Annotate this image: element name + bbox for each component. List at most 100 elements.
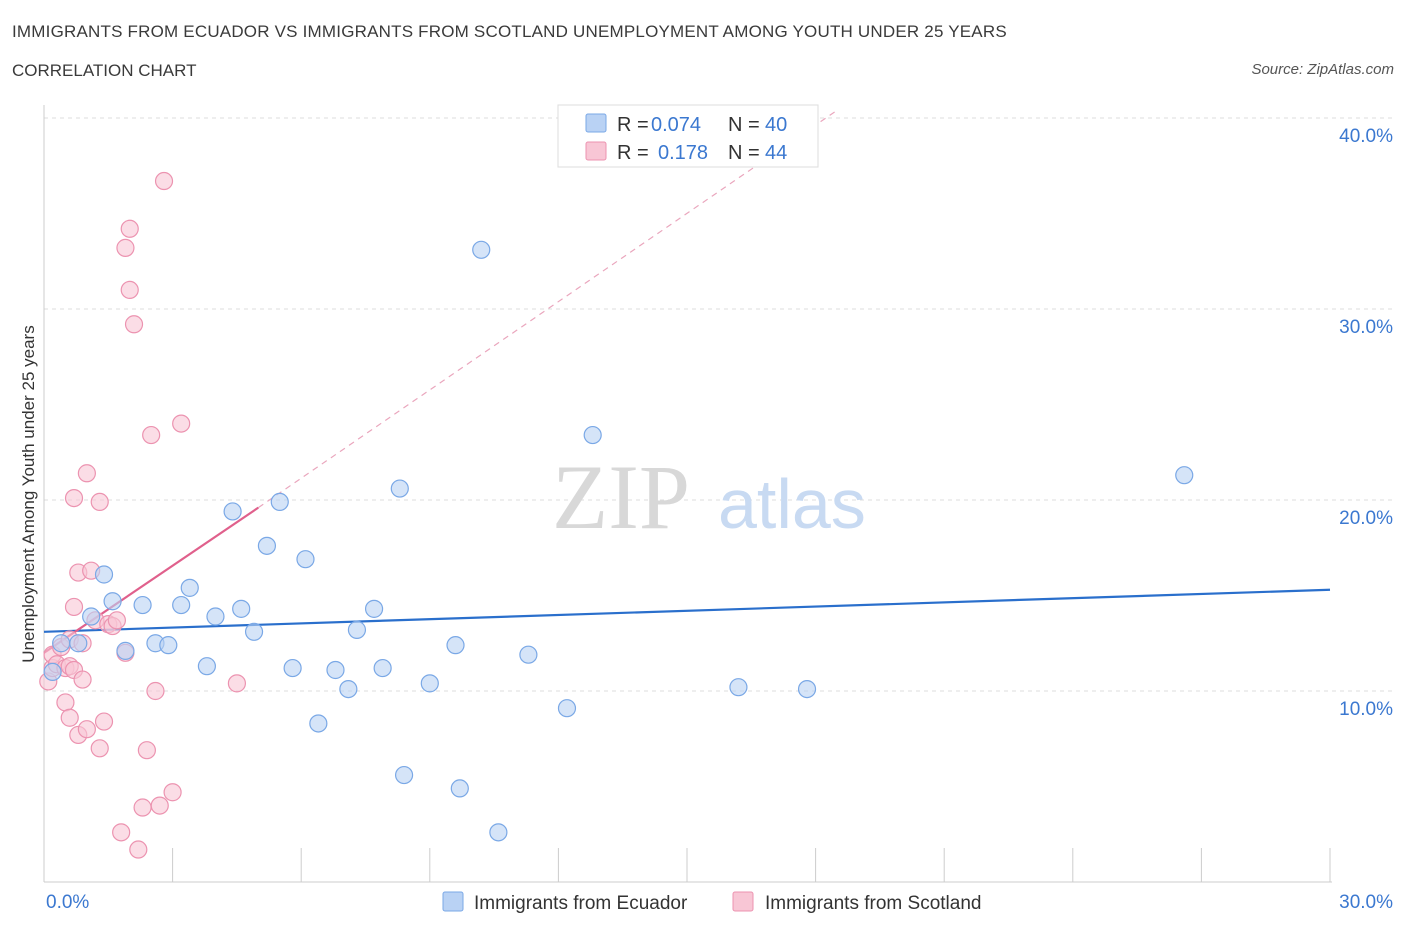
point-ecuador-2 xyxy=(69,634,88,653)
stats-legend: R = 0.074 N = 40 R = 0.178 N = 44 xyxy=(557,104,819,168)
legend-swatch-ecuador xyxy=(442,891,464,912)
point-ecuador-4 xyxy=(94,565,114,584)
point-ecuador-22 xyxy=(326,660,345,680)
point-ecuador-12 xyxy=(197,657,216,676)
point-scotland-27 xyxy=(112,823,131,842)
y-tick-label-30: 30.0% xyxy=(1339,317,1393,338)
chart-title: IMMIGRANTS FROM ECUADOR VS IMMIGRANTS FR… xyxy=(12,22,1007,41)
point-ecuador-5 xyxy=(103,592,122,611)
point-scotland-40 xyxy=(163,783,182,802)
watermark-atlas: atlas xyxy=(718,465,866,543)
point-ecuador-35 xyxy=(557,699,577,718)
point-ecuador-39 xyxy=(1175,466,1194,485)
point-ecuador-1 xyxy=(52,634,71,653)
stats-r-value-scotland: 0.178 xyxy=(658,142,708,164)
stats-r-value-ecuador: 0.074 xyxy=(651,114,701,136)
stats-n-label-scotland: N = xyxy=(728,142,760,164)
point-scotland-26 xyxy=(107,611,126,630)
point-scotland-32 xyxy=(124,315,144,334)
point-ecuador-32 xyxy=(472,240,491,259)
point-ecuador-36 xyxy=(583,425,602,445)
x-tick-label-max: 30.0% xyxy=(1339,892,1393,913)
point-scotland-18 xyxy=(77,720,96,739)
y-tick-label-10: 10.0% xyxy=(1339,699,1393,720)
point-ecuador-33 xyxy=(489,823,508,842)
point-scotland-23 xyxy=(94,712,114,731)
legend-label-scotland: Immigrants from Scotland xyxy=(765,893,981,914)
stats-r-label-scotland: R = xyxy=(617,142,649,164)
point-scotland-37 xyxy=(146,681,165,701)
point-scotland-17 xyxy=(77,464,96,483)
point-ecuador-16 xyxy=(244,622,264,641)
point-ecuador-30 xyxy=(446,636,465,655)
scatter-points xyxy=(39,171,1194,859)
point-scotland-33 xyxy=(129,840,148,859)
point-ecuador-31 xyxy=(450,779,469,798)
point-ecuador-34 xyxy=(519,645,538,664)
stats-n-value-ecuador: 40 xyxy=(765,114,787,136)
point-scotland-41 xyxy=(172,414,191,433)
stats-n-value-scotland: 44 xyxy=(765,142,787,164)
point-ecuador-0 xyxy=(43,662,62,682)
point-scotland-34 xyxy=(133,798,152,817)
point-ecuador-15 xyxy=(232,599,251,618)
watermark-zip: ZIP xyxy=(552,446,690,548)
series-legend: Immigrants from Ecuador Immigrants from … xyxy=(442,891,981,914)
point-ecuador-27 xyxy=(390,479,409,498)
point-scotland-30 xyxy=(120,280,139,299)
point-scotland-22 xyxy=(90,739,109,758)
point-ecuador-17 xyxy=(257,536,277,555)
point-ecuador-18 xyxy=(270,492,289,512)
y-tick-label-40: 40.0% xyxy=(1339,126,1393,147)
point-scotland-29 xyxy=(116,238,135,257)
point-ecuador-10 xyxy=(172,595,191,615)
point-scotland-35 xyxy=(137,741,156,760)
point-ecuador-7 xyxy=(133,595,152,615)
point-ecuador-37 xyxy=(729,678,748,697)
y-axis-label: Unemployment Among Youth under 25 years xyxy=(19,325,38,662)
point-ecuador-19 xyxy=(283,658,302,678)
point-scotland-6 xyxy=(56,693,75,712)
point-ecuador-21 xyxy=(309,714,328,733)
chart-source: Source: ZipAtlas.com xyxy=(1251,61,1394,78)
point-ecuador-6 xyxy=(116,641,135,660)
point-scotland-10 xyxy=(64,597,84,617)
point-scotland-9 xyxy=(60,708,79,727)
trend-line-scotland xyxy=(43,506,259,654)
y-tick-label-20: 20.0% xyxy=(1339,508,1393,529)
legend-swatch-scotland xyxy=(732,891,754,912)
stats-r-label-ecuador: R = xyxy=(617,114,649,136)
point-ecuador-24 xyxy=(347,620,367,639)
point-scotland-21 xyxy=(90,492,109,512)
stats-legend-swatch-ecuador xyxy=(585,113,607,133)
legend-label-ecuador: Immigrants from Ecuador xyxy=(474,893,688,914)
point-ecuador-20 xyxy=(296,550,315,569)
trend-lines xyxy=(43,109,1331,654)
point-ecuador-11 xyxy=(180,578,199,597)
point-ecuador-23 xyxy=(339,679,358,699)
stats-n-label-ecuador: N = xyxy=(728,114,760,136)
point-ecuador-13 xyxy=(206,607,225,626)
point-scotland-11 xyxy=(64,488,84,508)
chart-subtitle: CORRELATION CHART xyxy=(12,61,197,80)
point-scotland-16 xyxy=(73,670,92,689)
point-ecuador-28 xyxy=(394,765,414,785)
point-ecuador-26 xyxy=(373,658,392,678)
point-scotland-31 xyxy=(120,219,139,238)
stats-legend-swatch-scotland xyxy=(585,141,607,161)
point-ecuador-3 xyxy=(82,607,101,626)
point-scotland-38 xyxy=(150,796,169,815)
point-scotland-36 xyxy=(142,425,161,445)
point-ecuador-38 xyxy=(797,679,817,699)
point-ecuador-9 xyxy=(159,636,178,655)
point-ecuador-25 xyxy=(364,599,384,618)
x-tick-label-min: 0.0% xyxy=(46,892,89,913)
trend-line-scotland-extension xyxy=(257,109,838,509)
point-scotland-39 xyxy=(154,171,174,191)
point-ecuador-14 xyxy=(223,502,242,521)
y-tick-labels: 10.0% 20.0% 30.0% 40.0% xyxy=(1339,126,1393,720)
point-ecuador-29 xyxy=(420,674,439,693)
point-scotland-42 xyxy=(227,674,246,693)
x-tick-marks xyxy=(172,848,1331,882)
